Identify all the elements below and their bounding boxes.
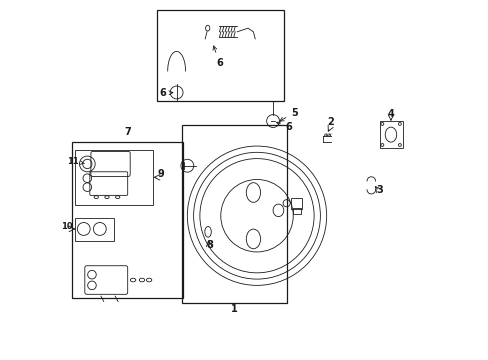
Bar: [75, 217, 114, 241]
Bar: [292, 208, 300, 214]
Text: 8: 8: [206, 240, 213, 250]
Text: 6: 6: [213, 46, 223, 68]
Text: 9: 9: [157, 169, 163, 179]
Text: 6: 6: [159, 88, 173, 98]
Bar: [182, 125, 287, 303]
Text: 10: 10: [61, 222, 73, 231]
Bar: [72, 143, 183, 298]
Text: 4: 4: [387, 109, 393, 120]
Bar: [75, 150, 153, 205]
Text: 11: 11: [67, 157, 84, 166]
Text: 5: 5: [279, 108, 297, 121]
Bar: [157, 10, 283, 102]
Text: 7: 7: [124, 127, 131, 138]
Text: 6: 6: [276, 122, 292, 132]
Text: 1: 1: [231, 304, 238, 314]
Bar: [290, 198, 302, 208]
Text: 3: 3: [376, 185, 383, 194]
Bar: [379, 121, 402, 148]
Text: 2: 2: [326, 117, 333, 127]
